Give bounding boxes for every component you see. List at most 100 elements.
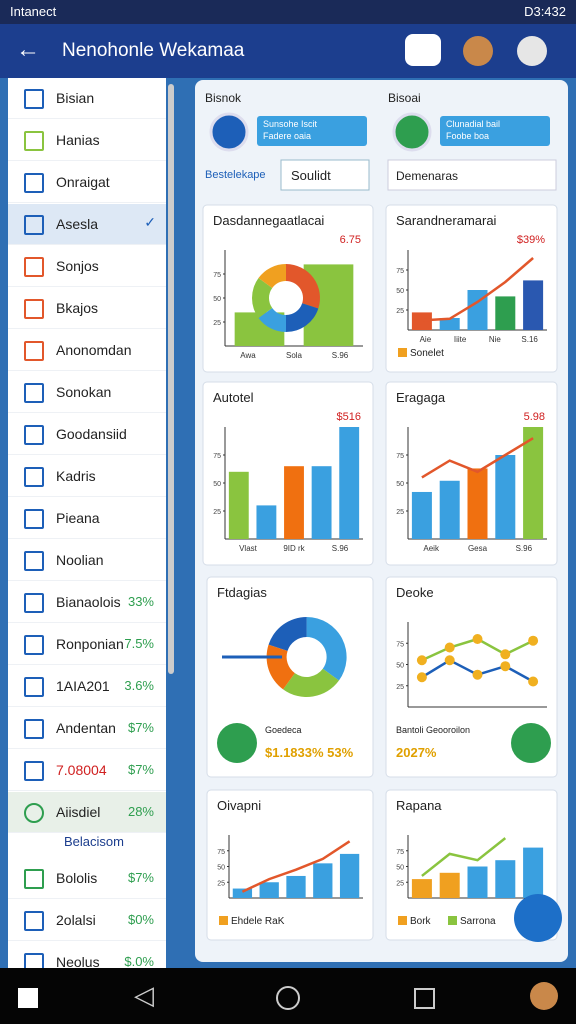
item-label: Bololis [56, 870, 98, 886]
legend-swatch [448, 916, 457, 925]
bar [284, 466, 304, 539]
y-tick-label: 50 [213, 296, 221, 303]
sidebar-item[interactable]: Onraigat [8, 162, 166, 203]
item-label: Hanias [56, 132, 100, 148]
bar [411, 879, 432, 898]
dropdown-text: Soulidt [291, 168, 331, 183]
legend-label: Sarrona [460, 916, 496, 927]
item-label: Aiisdiel [56, 804, 101, 820]
item-label: Kadris [56, 468, 96, 484]
sidebar-item[interactable]: Hanias [8, 120, 166, 161]
sidebar-item[interactable]: Kadris [8, 456, 166, 497]
sidebar-item[interactable]: Noolian [8, 540, 166, 581]
sidebar-item[interactable]: Sonokan [8, 372, 166, 413]
avatar[interactable] [463, 36, 493, 66]
sidebar-item[interactable]: 1AIA201 3.6% [8, 666, 166, 707]
search-text: Clunadial bail [446, 119, 500, 129]
avatar[interactable] [517, 36, 547, 66]
sidebar-item[interactable]: Sonjos [8, 246, 166, 287]
item-label: Neolus [56, 954, 100, 968]
back-nav[interactable]: ◁ [134, 980, 154, 1010]
donut-segment [283, 668, 339, 698]
item-icon [24, 299, 44, 319]
donut-segment [268, 617, 307, 651]
line-series [421, 257, 534, 322]
item-icon [24, 719, 44, 739]
bar [228, 471, 249, 539]
home-nav[interactable] [276, 986, 300, 1010]
sidebar-item[interactable]: Bololis $7% [8, 858, 166, 899]
bar [339, 427, 360, 539]
caption: Bantoli Geooroilon [396, 725, 470, 735]
bar [495, 860, 516, 898]
sidebar-item[interactable]: Bkajos [8, 288, 166, 329]
status-bar: Intanect D3:432 [0, 0, 576, 24]
bar [313, 863, 333, 898]
item-label: Onraigat [56, 174, 110, 190]
sidebar-item[interactable]: Bianaolois 33% [8, 582, 166, 623]
item-value: $.0% [124, 954, 154, 968]
sidebar-item[interactable]: 7.08004 $7% [8, 750, 166, 791]
bar [411, 312, 432, 330]
bar [495, 455, 516, 539]
card [385, 789, 558, 941]
point [416, 655, 427, 666]
search-text: Fadere oaia [263, 131, 311, 141]
fab[interactable] [514, 894, 562, 942]
recents-nav[interactable] [414, 988, 435, 1009]
start-button[interactable] [18, 988, 38, 1008]
item-icon [24, 173, 44, 193]
y-tick-label: 75 [213, 453, 221, 460]
panel-title: Bisoai [388, 91, 421, 105]
item-value: 3.6% [124, 678, 154, 693]
sidebar-item[interactable]: Pieana [8, 498, 166, 539]
avatar[interactable] [530, 982, 558, 1010]
card-badge: 5.98 [524, 411, 545, 423]
item-value: 7.5% [124, 636, 154, 651]
x-tick-label: Nie [489, 335, 502, 344]
search-button[interactable] [405, 34, 441, 66]
y-tick-label: 50 [396, 865, 404, 872]
x-tick-label: Gesa [468, 544, 488, 553]
item-label: 7.08004 [56, 762, 107, 778]
item-label: Pieana [56, 510, 100, 526]
item-value: $7% [127, 870, 154, 885]
sidebar-item[interactable]: Ronponian 7.5% [8, 624, 166, 665]
panel-icon [209, 112, 249, 152]
line-series [241, 840, 351, 893]
sidebar-item[interactable]: Anonomdan [8, 330, 166, 371]
item-icon [24, 257, 44, 277]
point [472, 669, 483, 680]
check: ✓ [144, 214, 156, 230]
point [416, 672, 427, 683]
sidebar-item[interactable]: 2olalsi $0% [8, 900, 166, 941]
back-button[interactable]: ← [16, 36, 40, 63]
dropdown [387, 159, 557, 191]
sidebar-item[interactable]: Neolus $.0% [8, 942, 166, 968]
bar [259, 882, 279, 898]
item-icon [24, 953, 44, 968]
sidebar-item[interactable]: Aiisdiel 28% [8, 792, 166, 833]
bar [523, 847, 544, 898]
scrollbar [168, 84, 174, 674]
x-tick-label: Aeik [423, 544, 440, 553]
sidebar: Bisian Hanias Onraigat Asesla ✓ Sonjos Bkajos A… [8, 78, 166, 968]
card-badge: 6.75 [340, 234, 361, 246]
caption-icon [511, 723, 551, 763]
bar [495, 296, 516, 330]
bar [523, 427, 544, 539]
y-tick-label: 50 [217, 865, 225, 872]
donut-segment [258, 264, 286, 289]
search-text: Sunsohe Iscit [263, 119, 318, 129]
donut-segment [306, 617, 347, 681]
card-badge: $516 [337, 411, 361, 423]
y-tick-label: 75 [396, 641, 404, 648]
card-title: Autotel [213, 390, 254, 405]
bar [439, 318, 460, 330]
sidebar-item[interactable]: Andentan $7% [8, 708, 166, 749]
sidebar-item[interactable]: Bisian [8, 78, 166, 119]
sidebar-item[interactable]: Asesla ✓ [8, 204, 166, 245]
y-tick-label: 25 [217, 880, 225, 887]
sidebar-item[interactable]: Goodansiid [8, 414, 166, 455]
